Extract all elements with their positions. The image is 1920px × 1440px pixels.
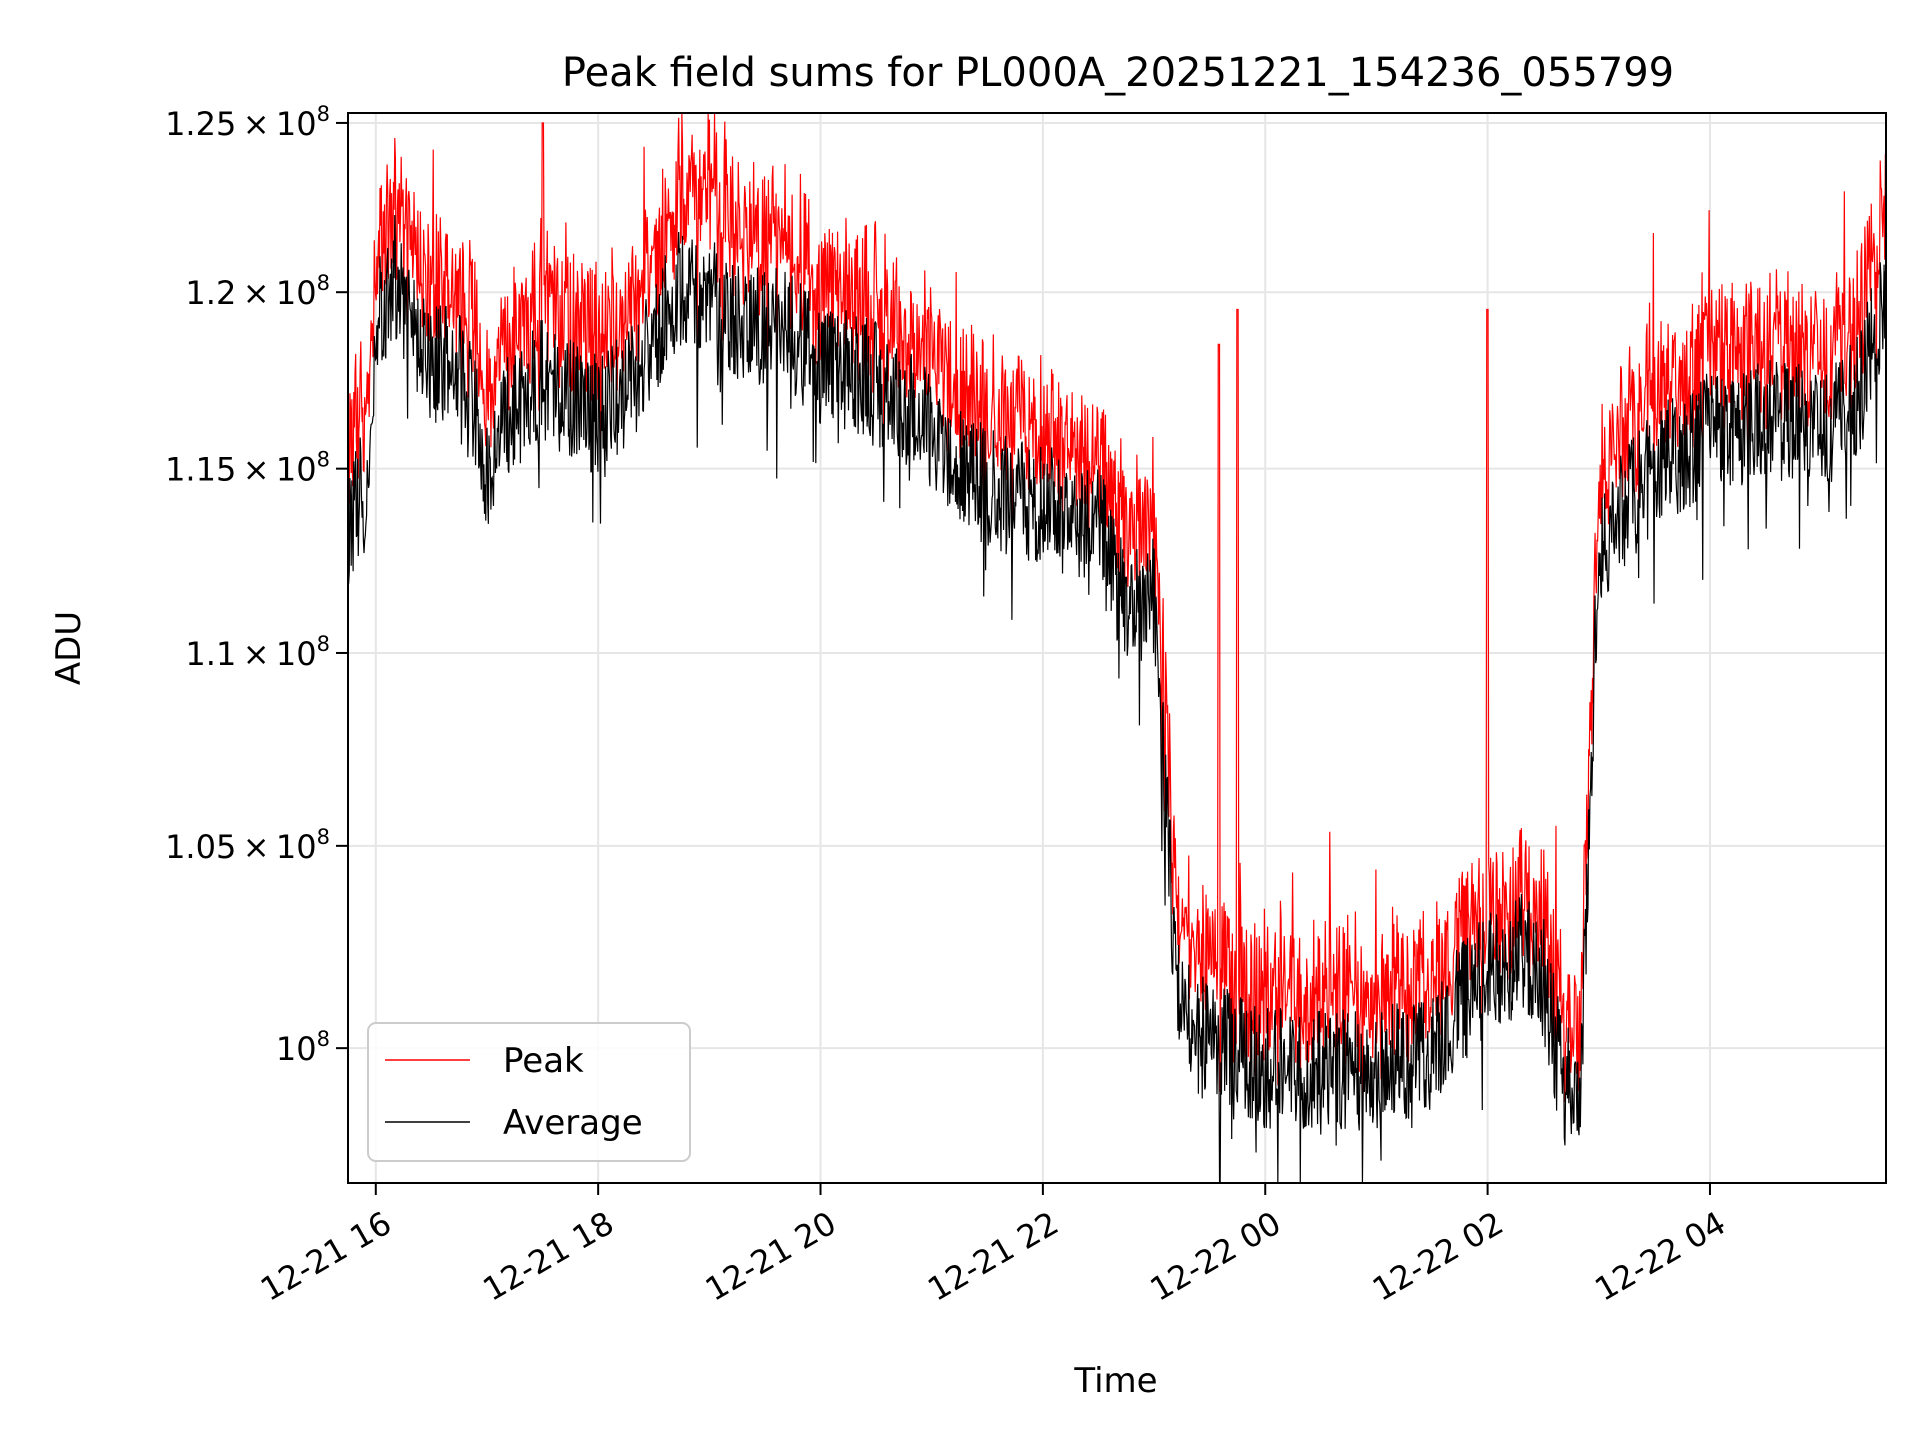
y-tick-label: 1.1 × 108 [185, 632, 330, 673]
series-line-average [348, 215, 1886, 1183]
y-tick-mantissa: 1.25 × 10 [165, 105, 317, 143]
chart-title: Peak field sums for PL000A_20251221_1542… [562, 50, 1674, 96]
legend-label-peak: Peak [503, 1041, 584, 1081]
y-tick-mantissa: 10 [276, 1030, 317, 1068]
legend: Peak Average [367, 1022, 691, 1162]
y-tick-mantissa: 1.1 × 10 [185, 635, 316, 673]
y-tick-exponent: 8 [317, 1027, 330, 1051]
y-tick-label: 1.25 × 108 [165, 102, 330, 143]
y-tick-label: 1.2 × 108 [185, 271, 330, 312]
y-tick-exponent: 8 [317, 102, 330, 126]
series-layer [348, 113, 1886, 1183]
y-tick-exponent: 8 [317, 632, 330, 656]
y-tick-exponent: 8 [317, 448, 330, 472]
legend-label-average: Average [503, 1103, 643, 1143]
y-tick-mantissa: 1.15 × 10 [165, 451, 317, 489]
y-tick-label: 1.15 × 108 [165, 448, 330, 489]
x-axis-label: Time [1073, 1361, 1157, 1401]
y-tick-mantissa: 1.05 × 10 [165, 828, 317, 866]
y-tick-mantissa: 1.2 × 10 [185, 274, 316, 312]
plot-frame [347, 112, 1887, 1184]
y-tick-exponent: 8 [317, 271, 330, 295]
legend-box [367, 1022, 691, 1162]
y-axis-label: ADU [49, 611, 89, 685]
y-tick-label: 1.05 × 108 [165, 825, 330, 866]
y-tick-exponent: 8 [317, 825, 330, 849]
y-tick-label: 108 [276, 1027, 330, 1068]
series-line-peak [348, 113, 1886, 1145]
